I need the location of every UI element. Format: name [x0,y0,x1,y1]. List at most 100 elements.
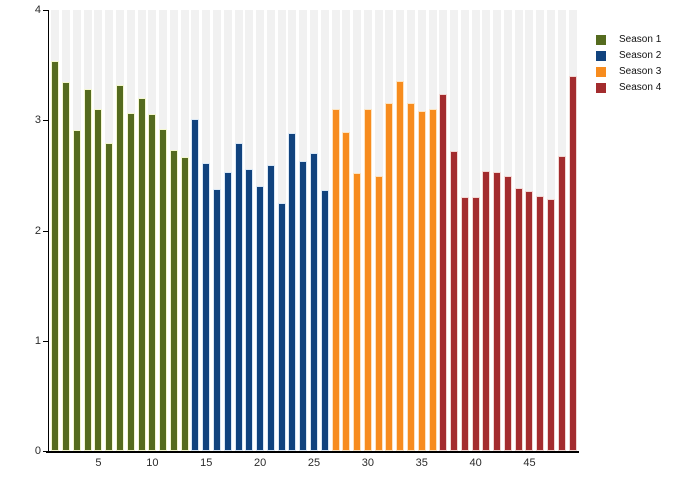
bar-slot [546,10,557,451]
y-tick-label: 0 [34,445,41,457]
bar-season3-ep27 [331,109,340,451]
bar-season1-ep3 [72,130,81,451]
bar-season2-ep22 [277,202,286,451]
x-axis-line [46,451,579,453]
bar-season2-ep17 [223,172,232,451]
bar-season3-ep33 [396,80,405,451]
bar-slot [341,10,352,451]
bar-slot [524,10,535,451]
y-axis-line [48,10,49,452]
bar-season4-ep47 [547,198,556,451]
bar-season2-ep23 [288,133,297,451]
bars-container [50,10,578,451]
x-tick-label: 25 [307,457,321,469]
bar-season3-ep35 [417,111,426,451]
bar-season1-ep11 [159,129,168,451]
bar-season4-ep42 [493,172,502,451]
y-tick-mark [43,230,48,232]
y-tick-mark [43,120,48,122]
legend-label: Season 4 [619,82,662,93]
bar-slot [255,10,266,451]
bar-season3-ep36 [428,109,437,451]
x-tick-label: 40 [469,457,482,469]
bar-slot [233,10,244,451]
bar-slot [470,10,481,451]
y-tick-mark [43,340,48,342]
bar-season4-ep44 [514,187,523,451]
bar-season4-ep40 [471,197,480,451]
legend-swatch-icon [596,83,606,93]
bar-slot [438,10,449,451]
bar-slot [82,10,93,451]
bar-season1-ep13 [180,156,189,451]
bar-season2-ep15 [202,163,211,451]
bar-season1-ep8 [126,112,135,451]
bar-slot [449,10,460,451]
legend-row: Season 4 [596,83,661,93]
legend-label: Season 3 [619,66,662,77]
bar-slot [212,10,223,451]
y-tick-label: 1 [34,334,41,347]
bar-slot [276,10,287,451]
bar-season2-ep19 [245,168,254,451]
x-tick-label: 5 [95,457,102,469]
bar-slot [179,10,190,451]
bar-slot [513,10,524,451]
bar-season2-ep18 [234,143,243,451]
x-tick-label: 10 [146,457,159,469]
bar-slot [503,10,514,451]
legend-swatch-icon [596,35,606,45]
x-tick-label: 45 [523,457,536,469]
bar-slot [266,10,277,451]
bar-slot [416,10,427,451]
legend-row: Season 2 [596,51,661,61]
bar-slot [556,10,567,451]
y-tick-label: 3 [34,114,41,127]
bar-season4-ep43 [503,176,512,451]
bar-season1-ep5 [94,109,103,451]
bar-season2-ep20 [256,186,265,451]
x-tick-label: 35 [415,457,428,469]
bar-slot [115,10,126,451]
bar-slot [93,10,104,451]
legend-swatch-icon [596,51,606,61]
bar-season4-ep39 [460,197,469,451]
bar-season1-ep12 [169,150,178,451]
bar-slot [61,10,72,451]
bar-season1-ep9 [137,98,146,451]
bar-slot [222,10,233,451]
bar-slot [352,10,363,451]
bar-slot [136,10,147,451]
bar-season1-ep1 [51,60,60,451]
legend-label: Season 2 [619,50,662,61]
bar-season1-ep4 [83,89,92,451]
bar-season3-ep34 [406,102,415,451]
bar-season3-ep32 [385,102,394,451]
bar-slot [309,10,320,451]
legend-swatch-icon [596,67,606,77]
bar-slot [190,10,201,451]
legend-label: Season 1 [619,34,662,45]
bar-season1-ep2 [62,81,71,451]
bar-season3-ep28 [342,132,351,451]
legend-row: Season 1 [596,35,661,45]
bar-slot [158,10,169,451]
bar-slot [298,10,309,451]
x-tick-label: 30 [361,457,374,469]
bar-slot [373,10,384,451]
bar-season2-ep16 [213,188,221,451]
bar-slot [406,10,417,451]
bar-slot [535,10,546,451]
bar-slot [72,10,83,451]
y-tick-mark [43,451,48,452]
legend-row: Season 3 [596,67,661,77]
bar-season4-ep38 [450,151,459,451]
x-tick-label: 15 [200,457,213,469]
bar-season3-ep31 [374,176,383,451]
bar-slot [319,10,330,451]
bar-season4-ep46 [536,196,545,451]
bar-slot [50,10,61,451]
bar-slot [147,10,158,451]
bar-season2-ep21 [266,165,275,451]
